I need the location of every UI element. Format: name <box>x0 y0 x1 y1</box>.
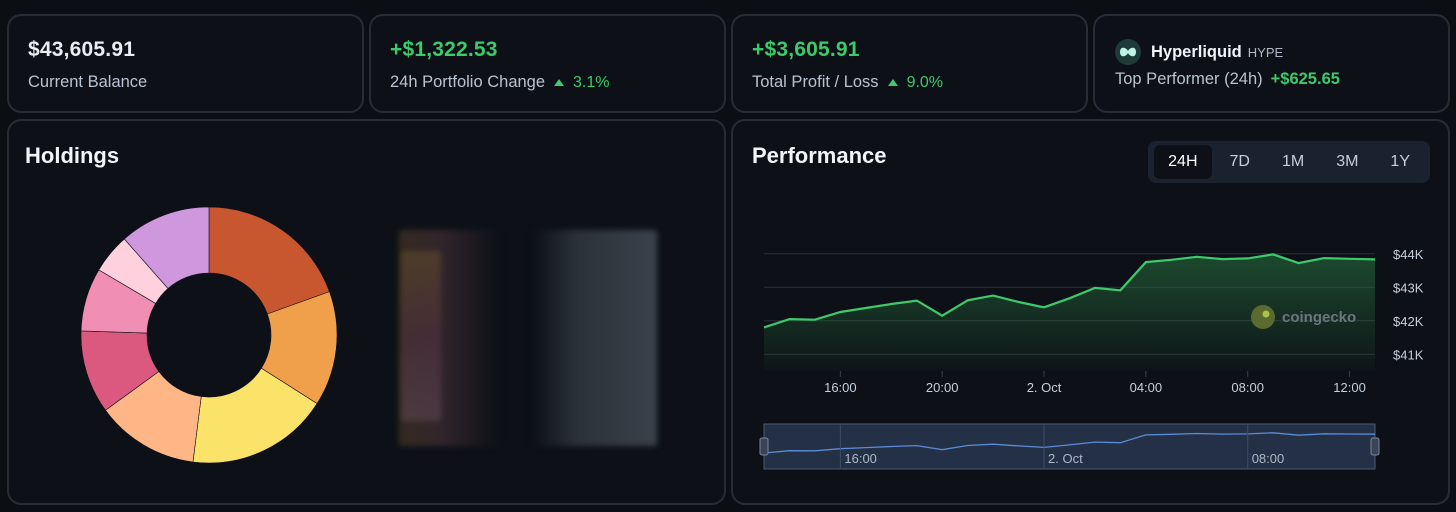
top-performer-ticker: HYPE <box>1247 44 1284 60</box>
donut-slice-3[interactable] <box>192 367 318 464</box>
x-tick-label: 20:00 <box>926 380 959 395</box>
total-profit-percent: 9.0% <box>887 73 944 92</box>
data-point[interactable] <box>1194 254 1199 259</box>
data-point[interactable] <box>838 310 843 315</box>
data-point[interactable] <box>1322 256 1327 261</box>
x-tick-label: 04:00 <box>1130 380 1163 395</box>
holdings-panel: Holdings <box>7 119 726 505</box>
total-profit-percent-value: 9.0% <box>906 73 944 91</box>
data-point[interactable] <box>863 306 868 311</box>
y-tick-label: $42K <box>1393 314 1424 329</box>
tab-24h[interactable]: 24H <box>1154 145 1212 179</box>
navigator-handle-right[interactable] <box>1370 437 1380 456</box>
data-point[interactable] <box>787 317 792 322</box>
current-balance-label-text: Current Balance <box>28 73 148 91</box>
portfolio-change-value: +$1,322.53 <box>390 38 498 61</box>
blurred-legend-left-detail <box>401 251 441 421</box>
top-performer-card[interactable]: Hyperliquid HYPE Top Performer (24h) +$6… <box>1093 14 1450 113</box>
data-point[interactable] <box>991 293 996 298</box>
top-performer-amount: +$625.65 <box>1270 70 1340 88</box>
tab-7d[interactable]: 7D <box>1229 153 1250 170</box>
navigator-series <box>763 432 1376 454</box>
coingecko-watermark: coingecko <box>1251 305 1356 329</box>
data-point[interactable] <box>812 317 817 322</box>
portfolio-change-card: +$1,322.53 24h Portfolio Change 3.1% <box>369 14 726 113</box>
y-tick-label: $44K <box>1393 247 1424 262</box>
data-point[interactable] <box>914 298 919 303</box>
timeframe-tabs: 24H 7D 1M 3M 1Y <box>1148 141 1430 183</box>
performance-line <box>763 253 1376 329</box>
tab-1m[interactable]: 1M <box>1281 153 1305 170</box>
portfolio-change-percent-value: 3.1% <box>573 73 610 91</box>
current-balance-card: $43,605.91 Current Balance <box>7 14 364 113</box>
x-tick-label: 16:00 <box>824 380 857 395</box>
tab-1y[interactable]: 1Y <box>1390 153 1410 170</box>
donut-slice-8[interactable] <box>123 206 210 289</box>
holdings-donut-chart[interactable] <box>59 185 359 485</box>
y-tick-label: $43K <box>1393 280 1424 295</box>
performance-line-chart[interactable]: $41K $42K $43K $44K 16:00 20:00 2. Oct 04:00 08:… <box>733 121 1448 503</box>
navigator-tick-label: 2. Oct <box>1048 451 1083 466</box>
coingecko-logo-eye <box>1262 310 1270 318</box>
portfolio-change-label: 24h Portfolio Change 3.1% <box>390 73 610 92</box>
data-point[interactable] <box>1067 296 1072 301</box>
coingecko-text: coingecko <box>1282 309 1356 326</box>
data-point[interactable] <box>1016 299 1021 304</box>
data-point[interactable] <box>940 313 945 318</box>
data-point[interactable] <box>1245 256 1250 261</box>
top-performer-name: Hyperliquid <box>1151 42 1242 61</box>
blurred-legend-right <box>533 230 657 446</box>
total-profit-value: +$3,605.91 <box>752 38 860 61</box>
data-point[interactable] <box>1092 285 1097 290</box>
current-balance-value: $43,605.91 <box>28 38 136 61</box>
performance-area <box>764 254 1375 371</box>
navigator-handle-left[interactable] <box>759 437 769 456</box>
current-balance-label: Current Balance <box>28 73 147 92</box>
tab-3m[interactable]: 3M <box>1336 153 1359 170</box>
hyperliquid-logo-icon <box>1115 39 1141 65</box>
data-point[interactable] <box>1143 260 1148 265</box>
data-point[interactable] <box>1220 257 1225 262</box>
x-tick-label: 12:00 <box>1333 380 1366 395</box>
donut-slice-1[interactable] <box>208 206 330 315</box>
data-point[interactable] <box>889 302 894 307</box>
x-tick-label: 08:00 <box>1231 380 1264 395</box>
navigator-tick-label: 16:00 <box>844 451 877 466</box>
data-point[interactable] <box>1271 252 1276 257</box>
data-point[interactable] <box>762 325 767 330</box>
data-point[interactable] <box>1118 288 1123 293</box>
navigator-tick-label: 08:00 <box>1252 451 1285 466</box>
data-point[interactable] <box>1042 305 1047 310</box>
top-performer-label: Top Performer (24h) +$625.65 <box>1115 70 1340 89</box>
portfolio-change-percent: 3.1% <box>554 73 610 92</box>
total-profit-label: Total Profit / Loss 9.0% <box>752 73 943 92</box>
data-point[interactable] <box>1347 256 1352 261</box>
up-arrow-icon <box>554 79 565 86</box>
total-profit-card: +$3,605.91 Total Profit / Loss 9.0% <box>731 14 1088 113</box>
performance-title: Performance <box>752 143 887 168</box>
data-point[interactable] <box>1169 257 1174 262</box>
top-performer-label-text: Top Performer (24h) <box>1115 70 1263 88</box>
coingecko-logo-icon <box>1251 305 1275 329</box>
holdings-title: Holdings <box>25 143 120 168</box>
data-point[interactable] <box>1296 261 1301 266</box>
x-tick-label: 2. Oct <box>1027 380 1062 395</box>
data-point[interactable] <box>965 298 970 303</box>
portfolio-change-label-text: 24h Portfolio Change <box>390 73 546 91</box>
y-tick-label: $41K <box>1393 347 1424 362</box>
total-profit-label-text: Total Profit / Loss <box>752 73 879 91</box>
top-performer-header: Hyperliquid HYPE <box>1115 39 1283 65</box>
data-point[interactable] <box>1373 257 1378 262</box>
up-arrow-icon <box>887 79 898 86</box>
performance-panel: Performance 24H 7D 1M 3M 1Y $41K $42K $43K $44K… <box>731 119 1450 505</box>
navigator-range[interactable] <box>763 423 1376 470</box>
